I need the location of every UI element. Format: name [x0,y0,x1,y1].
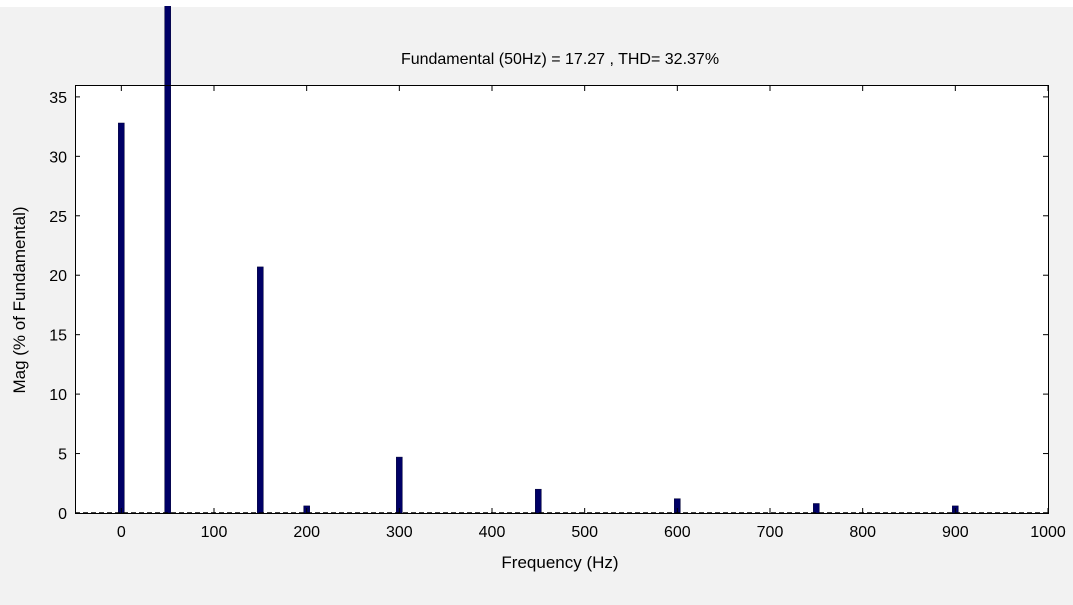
bar-50hz [164,6,171,514]
axes-box [75,85,1049,514]
top-strip [0,0,1073,7]
y-tick-label: 10 [49,387,67,404]
y-tick-label: 35 [49,90,67,107]
y-tick-label: 0 [58,506,67,523]
x-tick-label: 500 [571,524,598,541]
y-tick-label: 15 [49,328,67,345]
bar-150hz [257,266,264,514]
y-tick-label: 5 [58,447,67,464]
y-tick-label: 30 [49,149,67,166]
y-axis-ticks: 0 5 10 15 20 25 30 35 [49,90,1048,523]
x-tick-label: 300 [386,524,413,541]
bar-750hz [813,503,820,514]
plot-area [75,85,1048,514]
x-tick-label: 100 [201,524,228,541]
x-tick-label: 700 [757,524,784,541]
x-tick-label: 600 [664,524,691,541]
x-tick-label: 0 [117,524,126,541]
x-axis-ticks: 0 100 200 300 400 500 600 700 800 900 1000 [117,86,1066,541]
x-tick-label: 800 [849,524,876,541]
y-tick-label: 20 [49,268,67,285]
x-tick-label: 1000 [1030,524,1066,541]
x-tick-label: 900 [942,524,969,541]
y-tick-label: 25 [49,209,67,226]
x-tick-label: 400 [479,524,506,541]
bar-300hz [396,456,403,514]
y-axis-label: Mag (% of Fundamental) [10,206,29,393]
x-axis-label: Frequency (Hz) [501,553,618,572]
bar-450hz [535,488,542,514]
chart-title: Fundamental (50Hz) = 17.27 , THD= 32.37% [401,51,719,68]
x-tick-label: 200 [293,524,320,541]
bar-0hz [118,122,125,514]
